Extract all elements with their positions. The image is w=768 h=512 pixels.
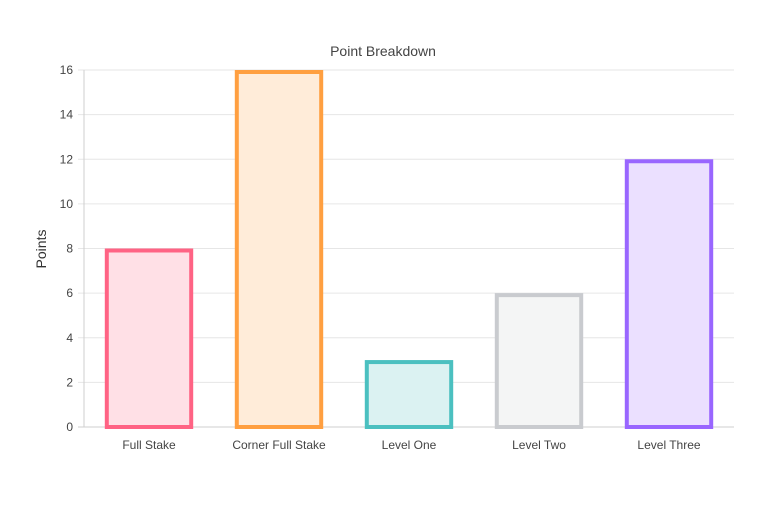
bar[interactable]	[364, 360, 454, 429]
y-tick-label: 0	[66, 420, 73, 434]
x-tick-label: Full Stake	[122, 438, 176, 452]
bar[interactable]	[234, 70, 324, 429]
x-tick-label: Level One	[382, 438, 437, 452]
y-tick-label: 2	[66, 375, 73, 389]
y-tick-label: 16	[60, 63, 74, 77]
y-tick-labels: 0 2 4 6 8 10 12 14 16	[60, 63, 74, 434]
x-tick-label: Level Three	[637, 438, 700, 452]
bar[interactable]	[104, 248, 194, 429]
chart-title: Point Breakdown	[330, 43, 436, 59]
x-tick-labels: Full Stake Corner Full Stake Level One Leve…	[122, 438, 701, 452]
y-tick-label: 8	[66, 242, 73, 256]
x-tick-label: Level Two	[512, 438, 566, 452]
bar[interactable]	[624, 159, 714, 429]
y-tick-label: 14	[60, 108, 74, 122]
y-tick-label: 12	[60, 152, 74, 166]
y-tick-label: 10	[60, 197, 74, 211]
y-tick-label: 4	[66, 331, 73, 345]
y-axis-label: Points	[33, 230, 49, 269]
y-tick-label: 6	[66, 286, 73, 300]
bar[interactable]	[494, 293, 584, 429]
bars	[104, 70, 714, 429]
x-tick-label: Corner Full Stake	[232, 438, 326, 452]
